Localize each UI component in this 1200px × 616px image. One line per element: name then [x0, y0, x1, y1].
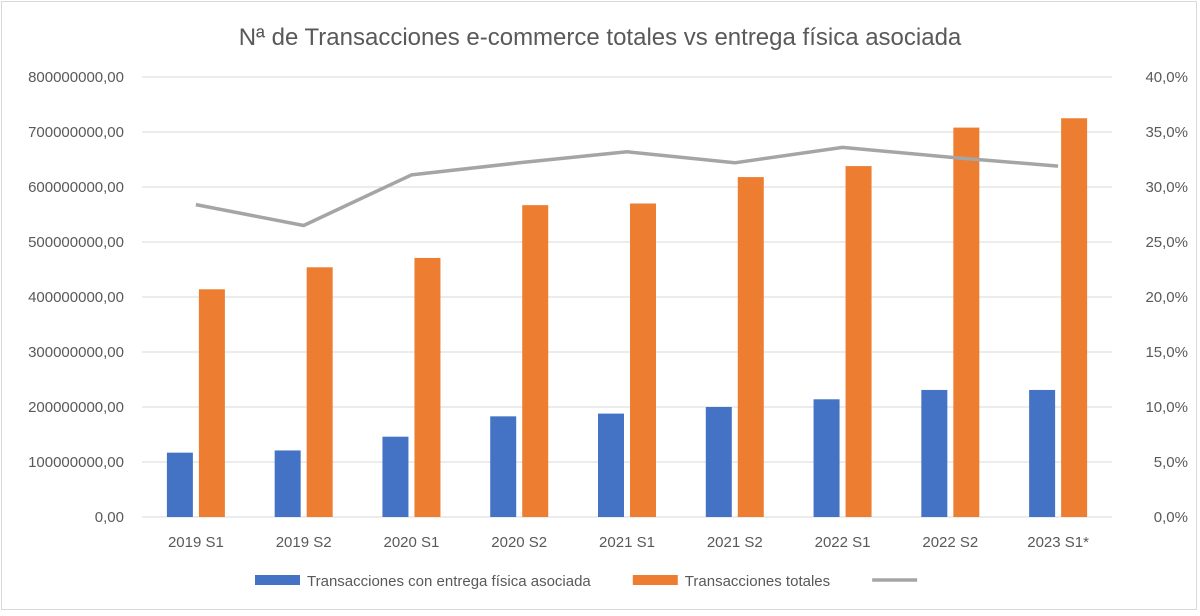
x-tick-label: 2022 S1	[815, 534, 871, 551]
left-tick-label: 800000000,00	[28, 69, 124, 86]
right-tick-label: 40,0%	[1145, 69, 1188, 86]
x-tick-label: 2022 S2	[922, 534, 978, 551]
x-tick-label: 2020 S2	[491, 534, 547, 551]
bar-entrega-fisica	[705, 407, 732, 517]
x-tick-label: 2021 S1	[599, 534, 655, 551]
bar-entrega-fisica	[921, 389, 948, 517]
legend-swatch	[632, 575, 678, 585]
left-tick-label: 500000000,00	[28, 234, 124, 251]
bar-entrega-fisica	[490, 416, 517, 517]
bars	[166, 118, 1088, 517]
left-tick-label: 100000000,00	[28, 454, 124, 471]
left-tick-label: 0,00	[95, 509, 124, 526]
right-tick-label: 25,0%	[1145, 234, 1188, 251]
bar-entrega-fisica	[274, 450, 301, 517]
bar-totales	[522, 205, 549, 517]
x-tick-label: 2019 S1	[168, 534, 224, 551]
bar-entrega-fisica	[382, 436, 409, 517]
gridlines	[142, 76, 1112, 518]
left-tick-label: 300000000,00	[28, 344, 124, 361]
right-tick-label: 15,0%	[1145, 344, 1188, 361]
right-tick-label: 0,0%	[1154, 509, 1188, 526]
left-tick-label: 700000000,00	[28, 124, 124, 141]
right-tick-label: 30,0%	[1145, 179, 1188, 196]
bar-totales	[306, 267, 333, 517]
bar-totales	[953, 127, 980, 517]
right-tick-label: 10,0%	[1145, 399, 1188, 416]
x-tick-label: 2023 S1*	[1027, 534, 1089, 551]
x-tick-label: 2021 S2	[707, 534, 763, 551]
right-tick-label: 20,0%	[1145, 289, 1188, 306]
right-axis-ticks: 0,0% 5,0% 10,0% 15,0% 20,0% 25,0% 30,0% 35,0% 40…	[1145, 69, 1188, 526]
bar-totales	[1061, 118, 1088, 517]
bar-totales	[630, 203, 656, 517]
bar-totales	[198, 289, 225, 517]
legend: Transacciones con entrega física asociad…	[255, 573, 918, 590]
bar-entrega-fisica	[166, 452, 193, 517]
bar-totales	[737, 177, 764, 517]
bar-totales	[414, 257, 441, 517]
bar-entrega-fisica	[1029, 389, 1056, 517]
bar-entrega-fisica	[813, 399, 840, 517]
right-tick-label: 5,0%	[1154, 454, 1188, 471]
x-axis-ticks: 2019 S1 2019 S2 2020 S1 2020 S2 2021 S1 2021 …	[168, 534, 1089, 551]
legend-swatch	[255, 575, 300, 585]
left-tick-label: 600000000,00	[28, 179, 124, 196]
bar-totales	[845, 166, 872, 517]
ratio-line-path	[195, 145, 1059, 228]
left-axis-ticks: 0,00 100000000,00 200000000,00 300000000,00…	[28, 69, 124, 526]
legend-label: Transacciones totales	[685, 573, 830, 590]
left-tick-label: 200000000,00	[28, 399, 124, 416]
x-tick-label: 2019 S2	[276, 534, 332, 551]
chart-title: Nª de Transacciones e-commerce totales v…	[239, 24, 962, 51]
x-tick-label: 2020 S1	[383, 534, 439, 551]
bar-entrega-fisica	[598, 413, 624, 517]
legend-label: Transacciones con entrega física asociad…	[307, 573, 591, 590]
right-tick-label: 35,0%	[1145, 124, 1188, 141]
ratio-line	[195, 145, 1059, 228]
left-tick-label: 400000000,00	[28, 289, 124, 306]
